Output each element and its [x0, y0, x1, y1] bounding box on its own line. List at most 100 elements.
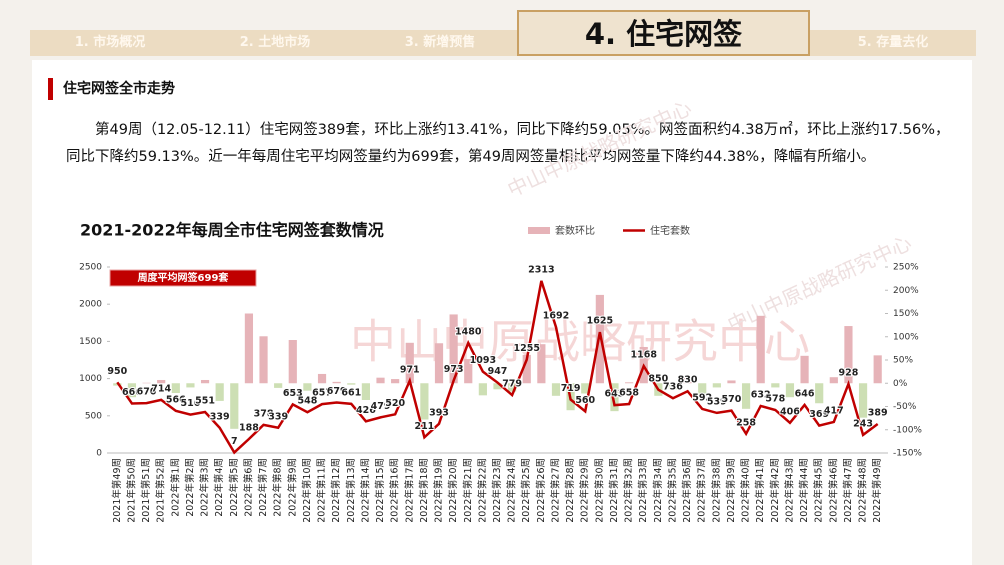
- bar: [625, 382, 634, 384]
- active-tab[interactable]: 4. 住宅网签: [517, 10, 810, 56]
- bar: [230, 383, 239, 429]
- bar: [683, 377, 692, 384]
- bar: [303, 383, 312, 391]
- y-tick-label: 0: [96, 449, 102, 459]
- x-tick-label: 2022年第28周: [564, 458, 576, 523]
- bar: [478, 383, 487, 396]
- bar: [464, 359, 473, 384]
- data-label: 539: [707, 396, 727, 407]
- bar: [668, 383, 678, 390]
- bar: [537, 344, 546, 384]
- x-tick-label: 2022年第10周: [301, 458, 313, 523]
- data-label: 7: [231, 436, 238, 447]
- data-label: 566: [166, 394, 186, 405]
- x-tick-label: 2022年第2周: [184, 458, 196, 517]
- x-tick-label: 2022年第17周: [403, 458, 415, 523]
- y-tick-label: 500: [85, 411, 102, 421]
- x-tick-label: 2022年第8周: [272, 458, 284, 517]
- tab[interactable]: 1. 市场概况: [74, 35, 146, 50]
- legend-swatch: [528, 227, 550, 234]
- data-label: 973: [444, 364, 464, 375]
- data-label: 670: [137, 387, 157, 398]
- data-label: 646: [795, 388, 815, 399]
- x-tick-label: 2022年第23周: [491, 458, 503, 523]
- data-label: 592: [692, 392, 712, 403]
- data-label: 657: [312, 388, 332, 399]
- x-tick-label: 2022年第25周: [520, 458, 532, 523]
- x-tick-label: 2021年第51周: [140, 458, 152, 523]
- data-label: 339: [210, 411, 230, 422]
- data-label: 389: [868, 408, 888, 419]
- y2-tick-label: -50%: [893, 402, 917, 412]
- watermark: 中山中原战略研究中心: [350, 315, 810, 369]
- x-tick-label: 2022年第20周: [447, 458, 459, 523]
- x-tick-label: 2022年第7周: [257, 458, 269, 517]
- data-label: 928: [839, 367, 859, 378]
- x-tick-label: 2022年第40周: [740, 458, 752, 523]
- bar: [610, 383, 619, 412]
- x-tick-label: 2022年第38周: [710, 458, 722, 523]
- bar: [259, 336, 268, 384]
- bar: [332, 381, 341, 384]
- data-label: 1480: [455, 326, 482, 337]
- legend-label: 住宅套数: [650, 224, 690, 237]
- bar: [317, 373, 327, 384]
- x-tick-label: 2021年第52周: [155, 458, 167, 523]
- data-label: 211: [414, 421, 434, 432]
- bar: [127, 383, 137, 398]
- bar: [171, 383, 180, 394]
- chart-title: 2021-2022年每周全市住宅网签套数情况: [80, 221, 384, 240]
- data-label: 850: [648, 373, 668, 384]
- x-tick-label: 2022年第34周: [652, 458, 664, 523]
- x-tick-label: 2022年第1周: [169, 458, 181, 517]
- y2-tick-label: -100%: [893, 425, 922, 435]
- y2-tick-label: 50%: [893, 356, 913, 366]
- x-tick-label: 2022年第12周: [330, 458, 342, 523]
- x-tick-label: 2022年第6周: [242, 458, 254, 517]
- bar: [741, 383, 751, 409]
- data-label: 714: [151, 383, 171, 394]
- data-label: 679: [327, 386, 347, 397]
- data-label: 1093: [470, 355, 496, 366]
- data-label: 661: [341, 387, 361, 398]
- tab[interactable]: 3. 新增预售: [404, 35, 476, 50]
- data-label: 2313: [528, 264, 554, 275]
- x-tick-label: 2022年第32周: [623, 458, 635, 523]
- bar: [698, 383, 707, 397]
- x-tick-label: 2022年第31周: [608, 458, 620, 523]
- watermark: 中山中原战略研究中心: [504, 96, 695, 202]
- data-label: 243: [853, 418, 873, 429]
- bar: [186, 383, 195, 388]
- bar: [274, 383, 283, 388]
- tab[interactable]: 5. 存量去化: [857, 35, 929, 50]
- x-tick-label: 2022年第11周: [316, 458, 328, 523]
- data-label: 378: [254, 408, 274, 419]
- annotation-box: [109, 269, 257, 287]
- legend-label: 套数环比: [555, 224, 595, 237]
- data-label: 560: [575, 395, 595, 406]
- x-tick-label: 2022年第24周: [506, 458, 518, 523]
- x-tick-label: 2022年第3周: [199, 458, 211, 517]
- data-label: 779: [502, 379, 522, 390]
- x-tick-label: 2022年第49周: [871, 458, 883, 523]
- bar: [347, 383, 356, 385]
- data-label: 570: [722, 394, 742, 405]
- x-tick-label: 2022年第29周: [579, 458, 591, 523]
- x-tick-label: 2022年第15周: [374, 458, 386, 523]
- bar: [522, 354, 531, 384]
- bar: [712, 383, 721, 388]
- bar: [215, 383, 224, 401]
- data-label: 548: [297, 396, 317, 407]
- x-tick-label: 2022年第36周: [681, 458, 693, 523]
- data-label: 188: [239, 423, 259, 434]
- tab[interactable]: 2. 土地市场: [239, 35, 311, 50]
- bar: [391, 379, 400, 384]
- data-label: 406: [780, 406, 800, 417]
- x-tick-label: 2022年第30周: [593, 458, 605, 523]
- data-label: 643: [605, 389, 625, 400]
- bar: [727, 380, 736, 384]
- data-label: 258: [736, 417, 756, 428]
- bar: [244, 313, 254, 384]
- y2-tick-label: 0%: [893, 379, 908, 389]
